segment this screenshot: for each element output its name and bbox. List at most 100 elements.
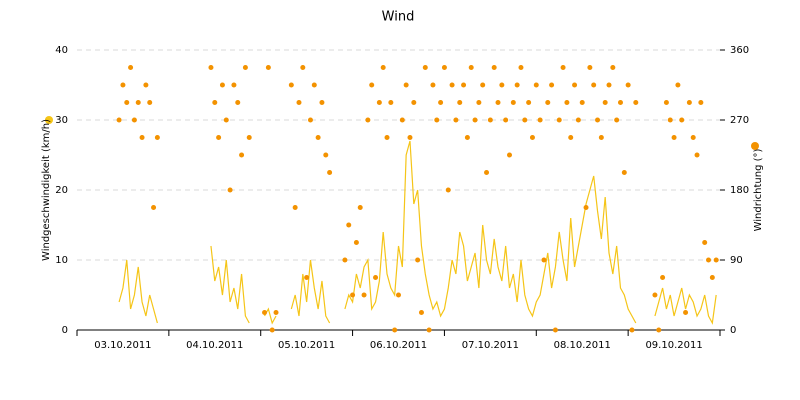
legend-dot bbox=[751, 142, 759, 150]
direction-point bbox=[564, 100, 570, 105]
direction-point bbox=[438, 100, 444, 105]
y-tick-label: 20 bbox=[55, 185, 68, 196]
direction-point bbox=[396, 292, 401, 298]
direction-point bbox=[526, 100, 532, 105]
direction-point bbox=[461, 82, 467, 88]
direction-point bbox=[369, 82, 375, 88]
direction-point bbox=[411, 100, 417, 105]
x-tick-label: 06.10.2011 bbox=[370, 340, 427, 351]
direction-point bbox=[265, 65, 271, 70]
direction-point bbox=[690, 135, 696, 140]
direction-point bbox=[239, 152, 245, 158]
direction-point bbox=[468, 65, 474, 70]
direction-point bbox=[457, 100, 463, 105]
direction-point bbox=[595, 117, 601, 123]
direction-point bbox=[556, 117, 562, 123]
y-axis-title: Windgeschwindigkeit (km/h) bbox=[41, 119, 52, 261]
speed-line bbox=[118, 140, 717, 325]
direction-point bbox=[219, 82, 225, 88]
direction-point bbox=[135, 100, 141, 105]
direction-point bbox=[418, 310, 424, 315]
direction-point bbox=[625, 82, 631, 88]
direction-point bbox=[376, 100, 382, 105]
direction-point bbox=[350, 292, 356, 298]
direction-point bbox=[533, 82, 539, 88]
y2-tick-label: 270 bbox=[730, 115, 749, 126]
direction-point bbox=[223, 117, 229, 123]
direction-point bbox=[702, 240, 708, 245]
direction-point bbox=[541, 257, 547, 263]
direction-point bbox=[445, 187, 451, 193]
direction-point bbox=[575, 117, 581, 123]
chart-title: Wind bbox=[382, 10, 415, 25]
direction-point bbox=[262, 310, 268, 315]
direction-point bbox=[560, 65, 566, 70]
y2-tick-label: 360 bbox=[730, 45, 749, 56]
direction-point bbox=[311, 82, 317, 88]
direction-point bbox=[323, 152, 329, 158]
direction-point bbox=[572, 82, 578, 88]
direction-point bbox=[656, 327, 662, 333]
direction-point bbox=[499, 82, 505, 88]
direction-point bbox=[116, 117, 122, 123]
direction-point bbox=[346, 222, 352, 228]
y2-axis-title: Windrichtung (°) bbox=[753, 149, 764, 232]
direction-point bbox=[568, 135, 574, 140]
direction-point bbox=[686, 100, 692, 105]
direction-point bbox=[128, 65, 134, 70]
direction-point bbox=[510, 100, 516, 105]
direction-point bbox=[518, 65, 524, 70]
direction-point bbox=[357, 205, 363, 210]
direction-point bbox=[415, 257, 421, 263]
direction-point bbox=[675, 82, 681, 88]
direction-point bbox=[663, 100, 669, 105]
direction-point bbox=[292, 205, 298, 210]
y-tick-label: 0 bbox=[62, 325, 68, 336]
x-tick-label: 08.10.2011 bbox=[554, 340, 611, 351]
direction-point bbox=[139, 135, 145, 140]
direction-point bbox=[514, 82, 520, 88]
direction-point bbox=[212, 100, 218, 105]
direction-point bbox=[208, 65, 214, 70]
direction-point bbox=[709, 275, 715, 280]
x-tick-label: 09.10.2011 bbox=[645, 340, 702, 351]
direction-point bbox=[304, 275, 310, 280]
direction-point bbox=[315, 135, 321, 140]
x-tick-label: 07.10.2011 bbox=[462, 340, 519, 351]
direction-point bbox=[384, 135, 390, 140]
direction-point bbox=[380, 65, 386, 70]
direction-point bbox=[353, 240, 359, 245]
direction-point bbox=[124, 100, 130, 105]
legend-dot bbox=[45, 116, 53, 124]
direction-point bbox=[633, 100, 639, 105]
direction-point bbox=[151, 205, 157, 210]
direction-point bbox=[131, 117, 137, 123]
y2-tick-label: 180 bbox=[730, 185, 749, 196]
direction-point bbox=[227, 187, 233, 193]
direction-point bbox=[426, 327, 432, 333]
direction-point bbox=[296, 100, 302, 105]
direction-point bbox=[307, 117, 313, 123]
direction-point bbox=[579, 100, 585, 105]
direction-point bbox=[537, 117, 543, 123]
y2-tick-label: 0 bbox=[730, 325, 736, 336]
direction-point bbox=[407, 135, 413, 140]
direction-point bbox=[549, 82, 555, 88]
direction-point bbox=[583, 205, 589, 210]
direction-point bbox=[617, 100, 623, 105]
y2-tick-label: 90 bbox=[730, 255, 743, 266]
direction-point bbox=[614, 117, 620, 123]
direction-point bbox=[464, 135, 470, 140]
direction-point bbox=[300, 65, 306, 70]
direction-point bbox=[522, 117, 528, 123]
x-tick-label: 05.10.2011 bbox=[278, 340, 335, 351]
direction-point bbox=[667, 117, 673, 123]
direction-point bbox=[629, 327, 635, 333]
direction-point bbox=[246, 135, 252, 140]
direction-point bbox=[373, 275, 379, 280]
direction-point bbox=[602, 100, 608, 105]
direction-point bbox=[606, 82, 612, 88]
direction-point bbox=[598, 135, 604, 140]
direction-point bbox=[430, 82, 436, 88]
direction-point bbox=[392, 327, 398, 333]
